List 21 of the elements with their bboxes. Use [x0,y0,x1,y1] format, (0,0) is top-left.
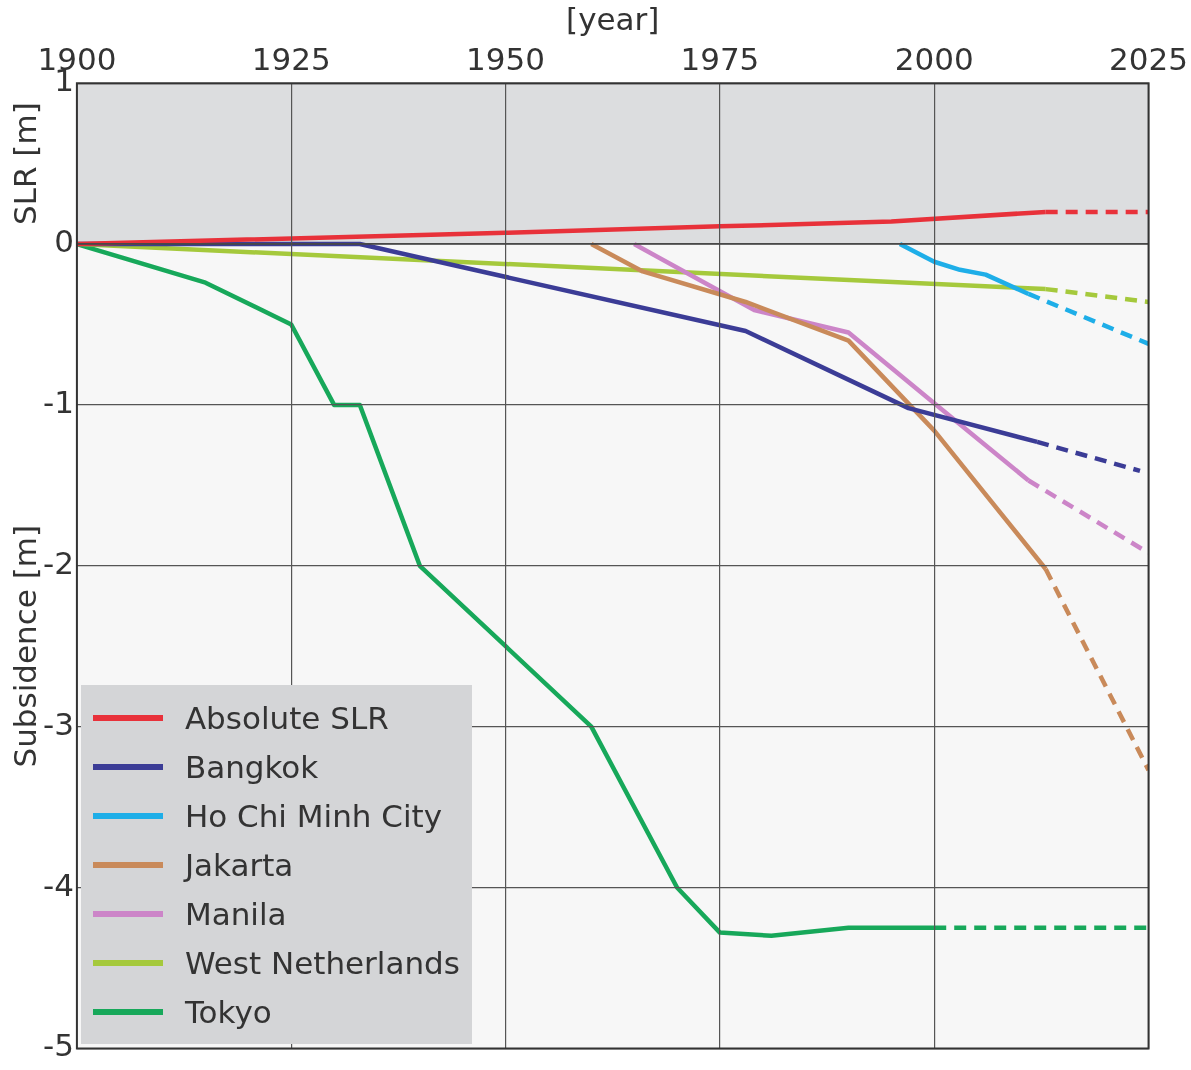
band-label: SLR [m] [7,102,44,225]
y-tick-label: -1 [42,383,74,420]
legend-label: Ho Chi Minh City [184,797,443,834]
y-tick-label: -3 [42,705,74,742]
legend-label: Absolute SLR [184,699,389,736]
legend-label: West Netherlands [184,944,460,981]
y-tick-label: -5 [42,1027,74,1064]
x-tick-label: 2000 [894,40,974,77]
y-tick-label: -4 [42,866,74,903]
x-tick-label: 1950 [466,40,546,77]
x-tick-label: 1975 [680,40,760,77]
legend-label: Jakarta [184,846,294,883]
legend-label: Manila [184,895,287,932]
x-tick-label: 2025 [1109,40,1189,77]
legend-label: Bangkok [184,748,319,785]
y-tick-label: -2 [42,544,74,581]
y-tick-label: 0 [54,223,74,260]
y-axis-title: Subsidence [m] [7,524,44,768]
x-axis-title: [year] [566,0,660,37]
x-tick-label: 1925 [251,40,331,77]
legend-label: Tokyo [184,993,272,1030]
